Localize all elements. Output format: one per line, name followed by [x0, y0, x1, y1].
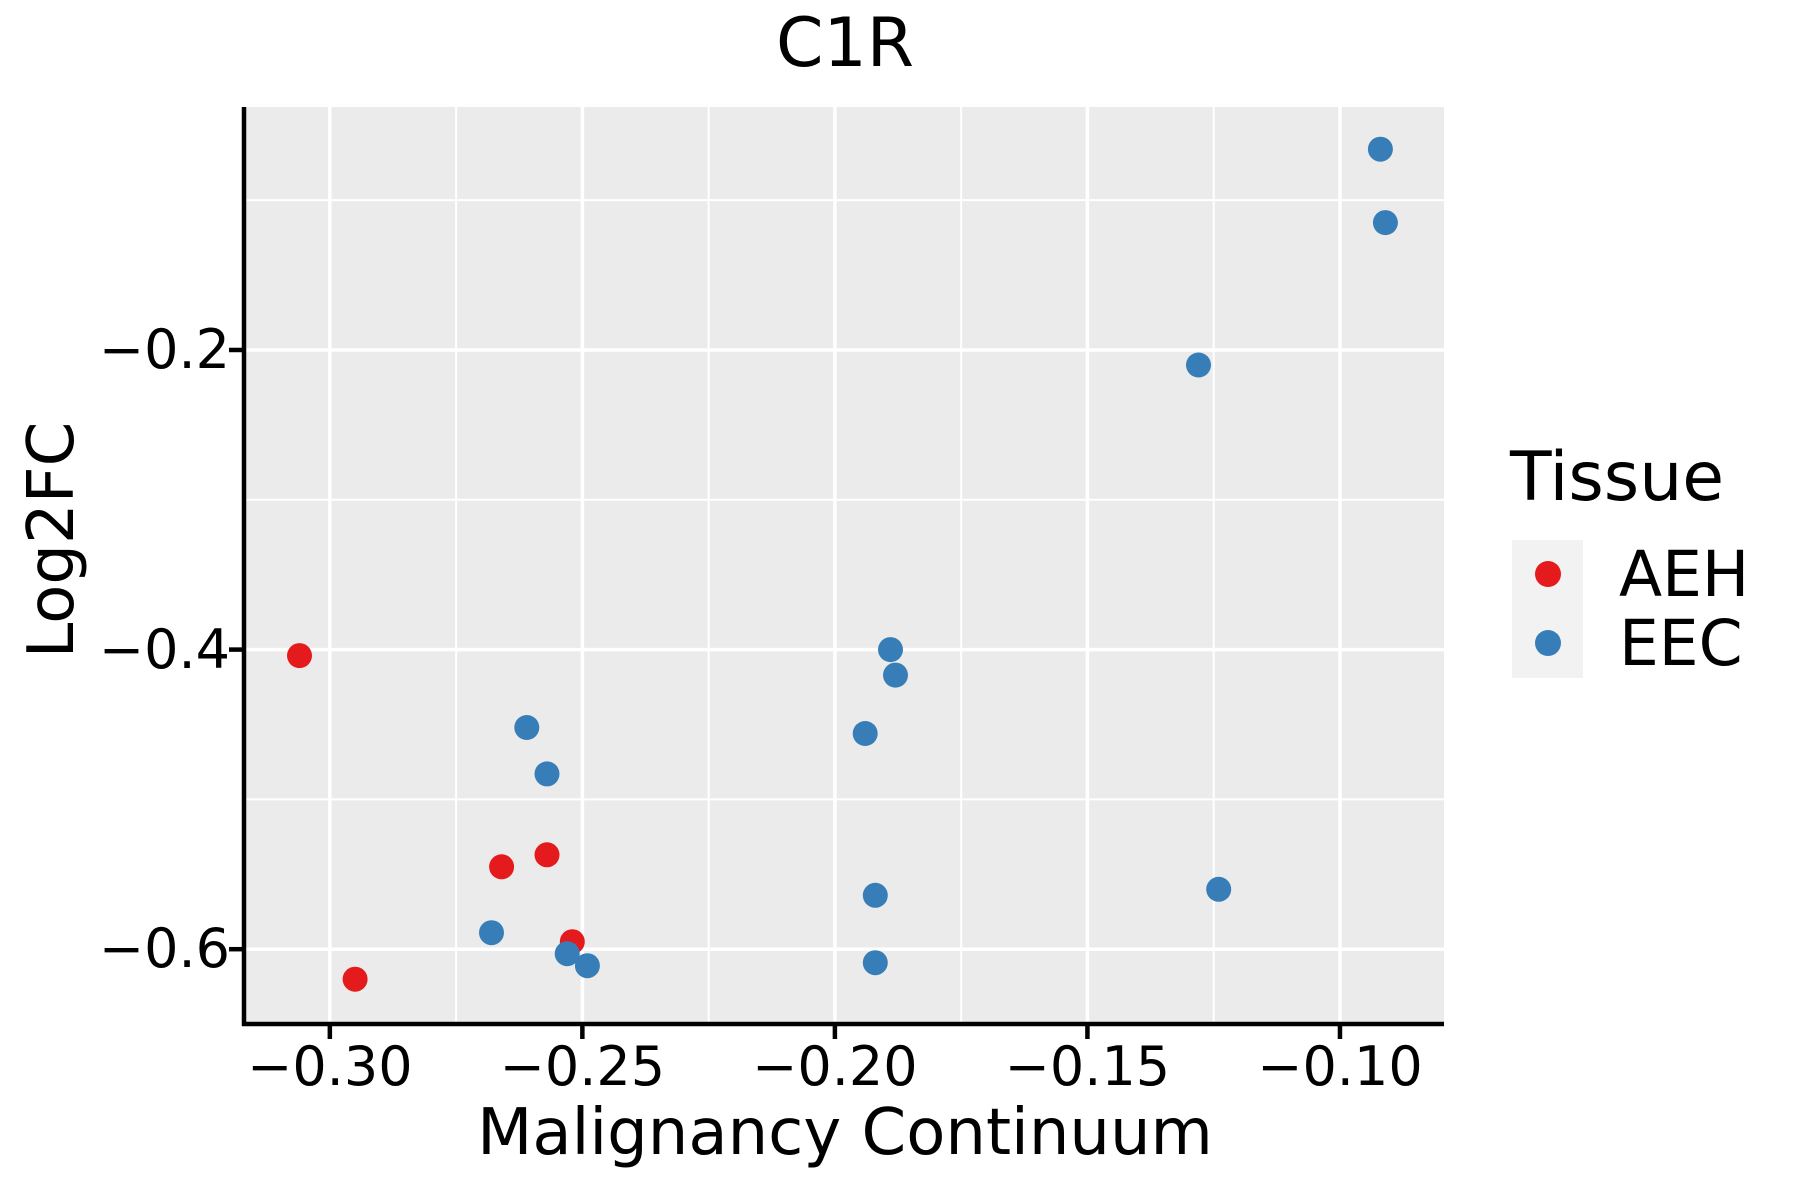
data-point-aeh	[489, 854, 515, 880]
data-point-eec	[852, 721, 878, 746]
aeh-dot-icon	[1534, 561, 1561, 588]
data-point-eec	[574, 953, 600, 979]
legend-entry-aeh: AEH	[1505, 537, 1750, 611]
x-tick-label: −0.25	[499, 1035, 666, 1098]
chart-title: C1R	[776, 4, 914, 83]
data-point-aeh	[534, 842, 560, 868]
data-point-eec	[1186, 352, 1211, 378]
data-point-eec	[883, 662, 908, 688]
legend-label-eec: EEC	[1619, 606, 1743, 680]
data-point-eec	[1206, 876, 1232, 902]
data-point-eec	[862, 882, 888, 908]
legend-key-eec	[1512, 608, 1583, 678]
y-tick-label: −0.6	[98, 917, 230, 981]
x-tick-label: −0.10	[1257, 1035, 1423, 1098]
data-point-eec	[878, 637, 903, 663]
legend-key-aeh	[1512, 539, 1583, 609]
x-tick-label: −0.20	[752, 1035, 918, 1098]
data-point-eec	[534, 761, 560, 787]
legend-entry-eec: EEC	[1505, 606, 1749, 680]
legend: Tissue AEH EEC	[1505, 437, 1749, 678]
data-point-eec	[514, 715, 540, 740]
x-tick-label: −0.15	[1004, 1035, 1171, 1098]
x-axis-title: Malignancy Continuum	[477, 1096, 1213, 1170]
y-axis-title: Log2FC	[15, 421, 89, 659]
data-point-aeh	[287, 643, 312, 669]
y-tick-label: −0.4	[98, 617, 230, 681]
eec-dot-icon	[1534, 630, 1561, 657]
y-tick-label: −0.2	[98, 317, 230, 381]
data-point-eec	[554, 941, 580, 967]
data-point-aeh	[342, 966, 368, 992]
data-point-eec	[1367, 136, 1393, 162]
legend-label-aeh: AEH	[1619, 537, 1750, 611]
data-point-eec	[479, 920, 504, 946]
x-tick-label: −0.30	[247, 1035, 413, 1098]
data-point-eec	[1372, 210, 1398, 236]
legend-title: Tissue	[1510, 438, 1725, 517]
panel-background	[246, 107, 1444, 1022]
data-point-eec	[862, 950, 888, 976]
